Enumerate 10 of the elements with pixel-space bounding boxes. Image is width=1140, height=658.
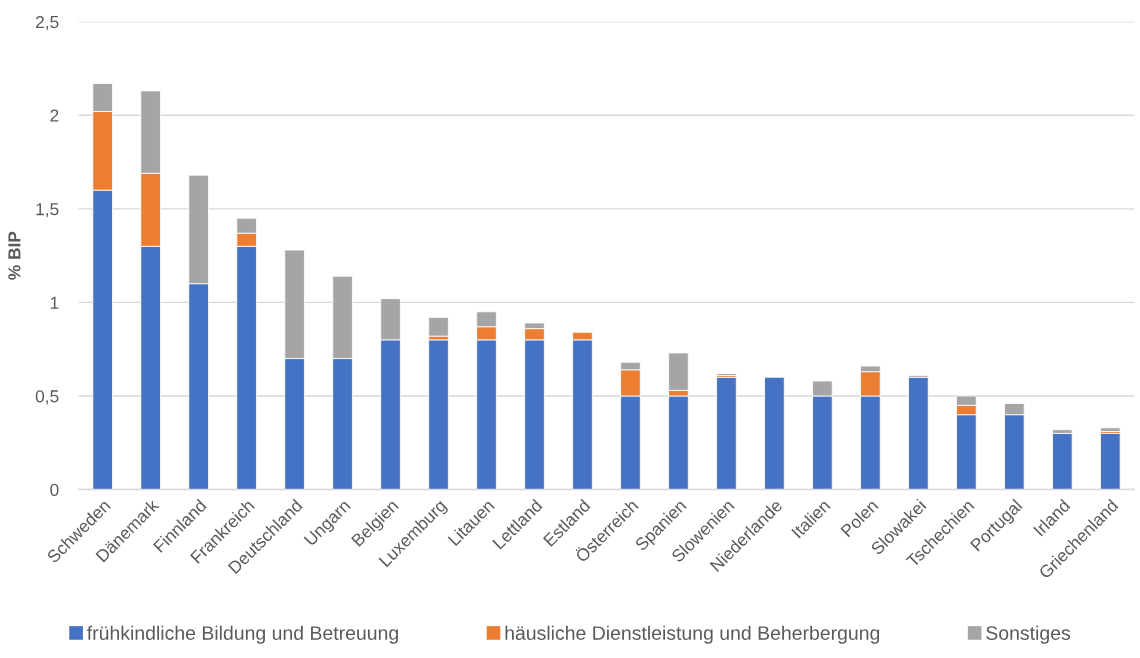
y-tick-label: 2 — [50, 109, 59, 122]
y-axis-title: % BIP — [8, 231, 21, 280]
legend-label: frühkindliche Bildung und Betreuung — [87, 625, 398, 644]
y-tick-label: 0 — [50, 483, 59, 497]
legend-label: Sonstiges — [986, 625, 1071, 644]
y-tick-label: 2,5 — [35, 15, 59, 31]
y-tick-label: 0,5 — [35, 390, 59, 405]
legend-label: häusliche Dienstleistung und Beherbergung — [505, 625, 880, 644]
y-tick-label: 1,5 — [36, 203, 59, 218]
y-tick-label: 1 — [50, 296, 59, 309]
